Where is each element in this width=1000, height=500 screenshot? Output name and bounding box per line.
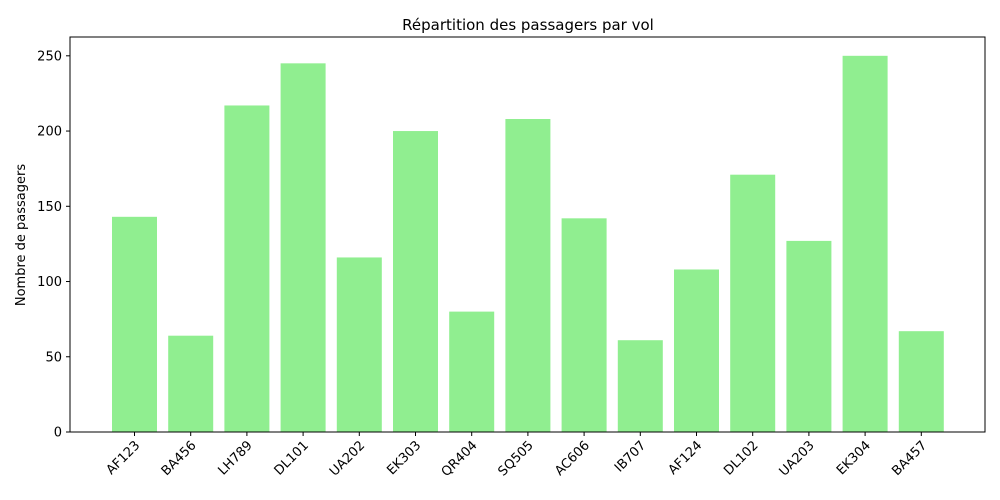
x-tick-label: IB707: [612, 438, 649, 475]
bar-af124: [674, 269, 719, 432]
x-tick-label: UA202: [327, 438, 368, 479]
x-tick-label: EK304: [834, 438, 874, 478]
bar-lh789: [224, 105, 270, 432]
bar-ac606: [561, 218, 607, 432]
x-tick-label: BA456: [159, 438, 200, 479]
x-tick-label: SQ505: [495, 438, 536, 479]
x-tick-label: UA203: [777, 438, 818, 479]
x-tick-label: DL101: [272, 438, 312, 478]
x-tick-label: BA457: [889, 438, 930, 479]
x-tick-label: LH789: [216, 438, 256, 478]
y-tick-label: 100: [37, 275, 62, 290]
chart-title: Répartition des passagers par vol: [402, 16, 654, 34]
bar-dl101: [280, 63, 326, 432]
bar-ib707: [617, 340, 663, 432]
plot-frame: [69, 36, 986, 433]
x-tick-label: AF123: [104, 438, 144, 478]
x-tick-label: AC606: [552, 438, 593, 479]
bar-dl102: [730, 174, 776, 432]
y-tick-label: 250: [37, 49, 62, 64]
x-tick-label: EK303: [384, 438, 424, 478]
bar-ua203: [786, 240, 832, 432]
y-axis: 0 50 100 150 200 250: [37, 49, 70, 441]
bar-ek304: [842, 55, 888, 433]
x-tick-label: AF124: [666, 438, 706, 478]
bar-qr404: [449, 311, 495, 432]
y-tick-label: 0: [54, 426, 62, 441]
y-tick-label: 150: [37, 200, 62, 215]
bar-ua202: [336, 257, 382, 432]
x-tick-label: QR404: [439, 438, 481, 480]
bar-ek303: [393, 131, 438, 433]
bar-af123: [112, 216, 157, 432]
x-axis: AF123 BA456 LH789 DL101 UA202 EK303 QR404 SQ505…: [104, 432, 930, 480]
bar-ba456: [168, 335, 214, 432]
x-tick-label: DL102: [721, 438, 761, 478]
y-tick-label: 50: [45, 350, 62, 365]
bar-ba457: [898, 331, 944, 432]
y-tick-label: 200: [37, 125, 62, 140]
y-axis-title: Nombre de passagers: [14, 164, 29, 306]
bar-sq505: [505, 119, 551, 432]
bars-group: [112, 55, 944, 433]
